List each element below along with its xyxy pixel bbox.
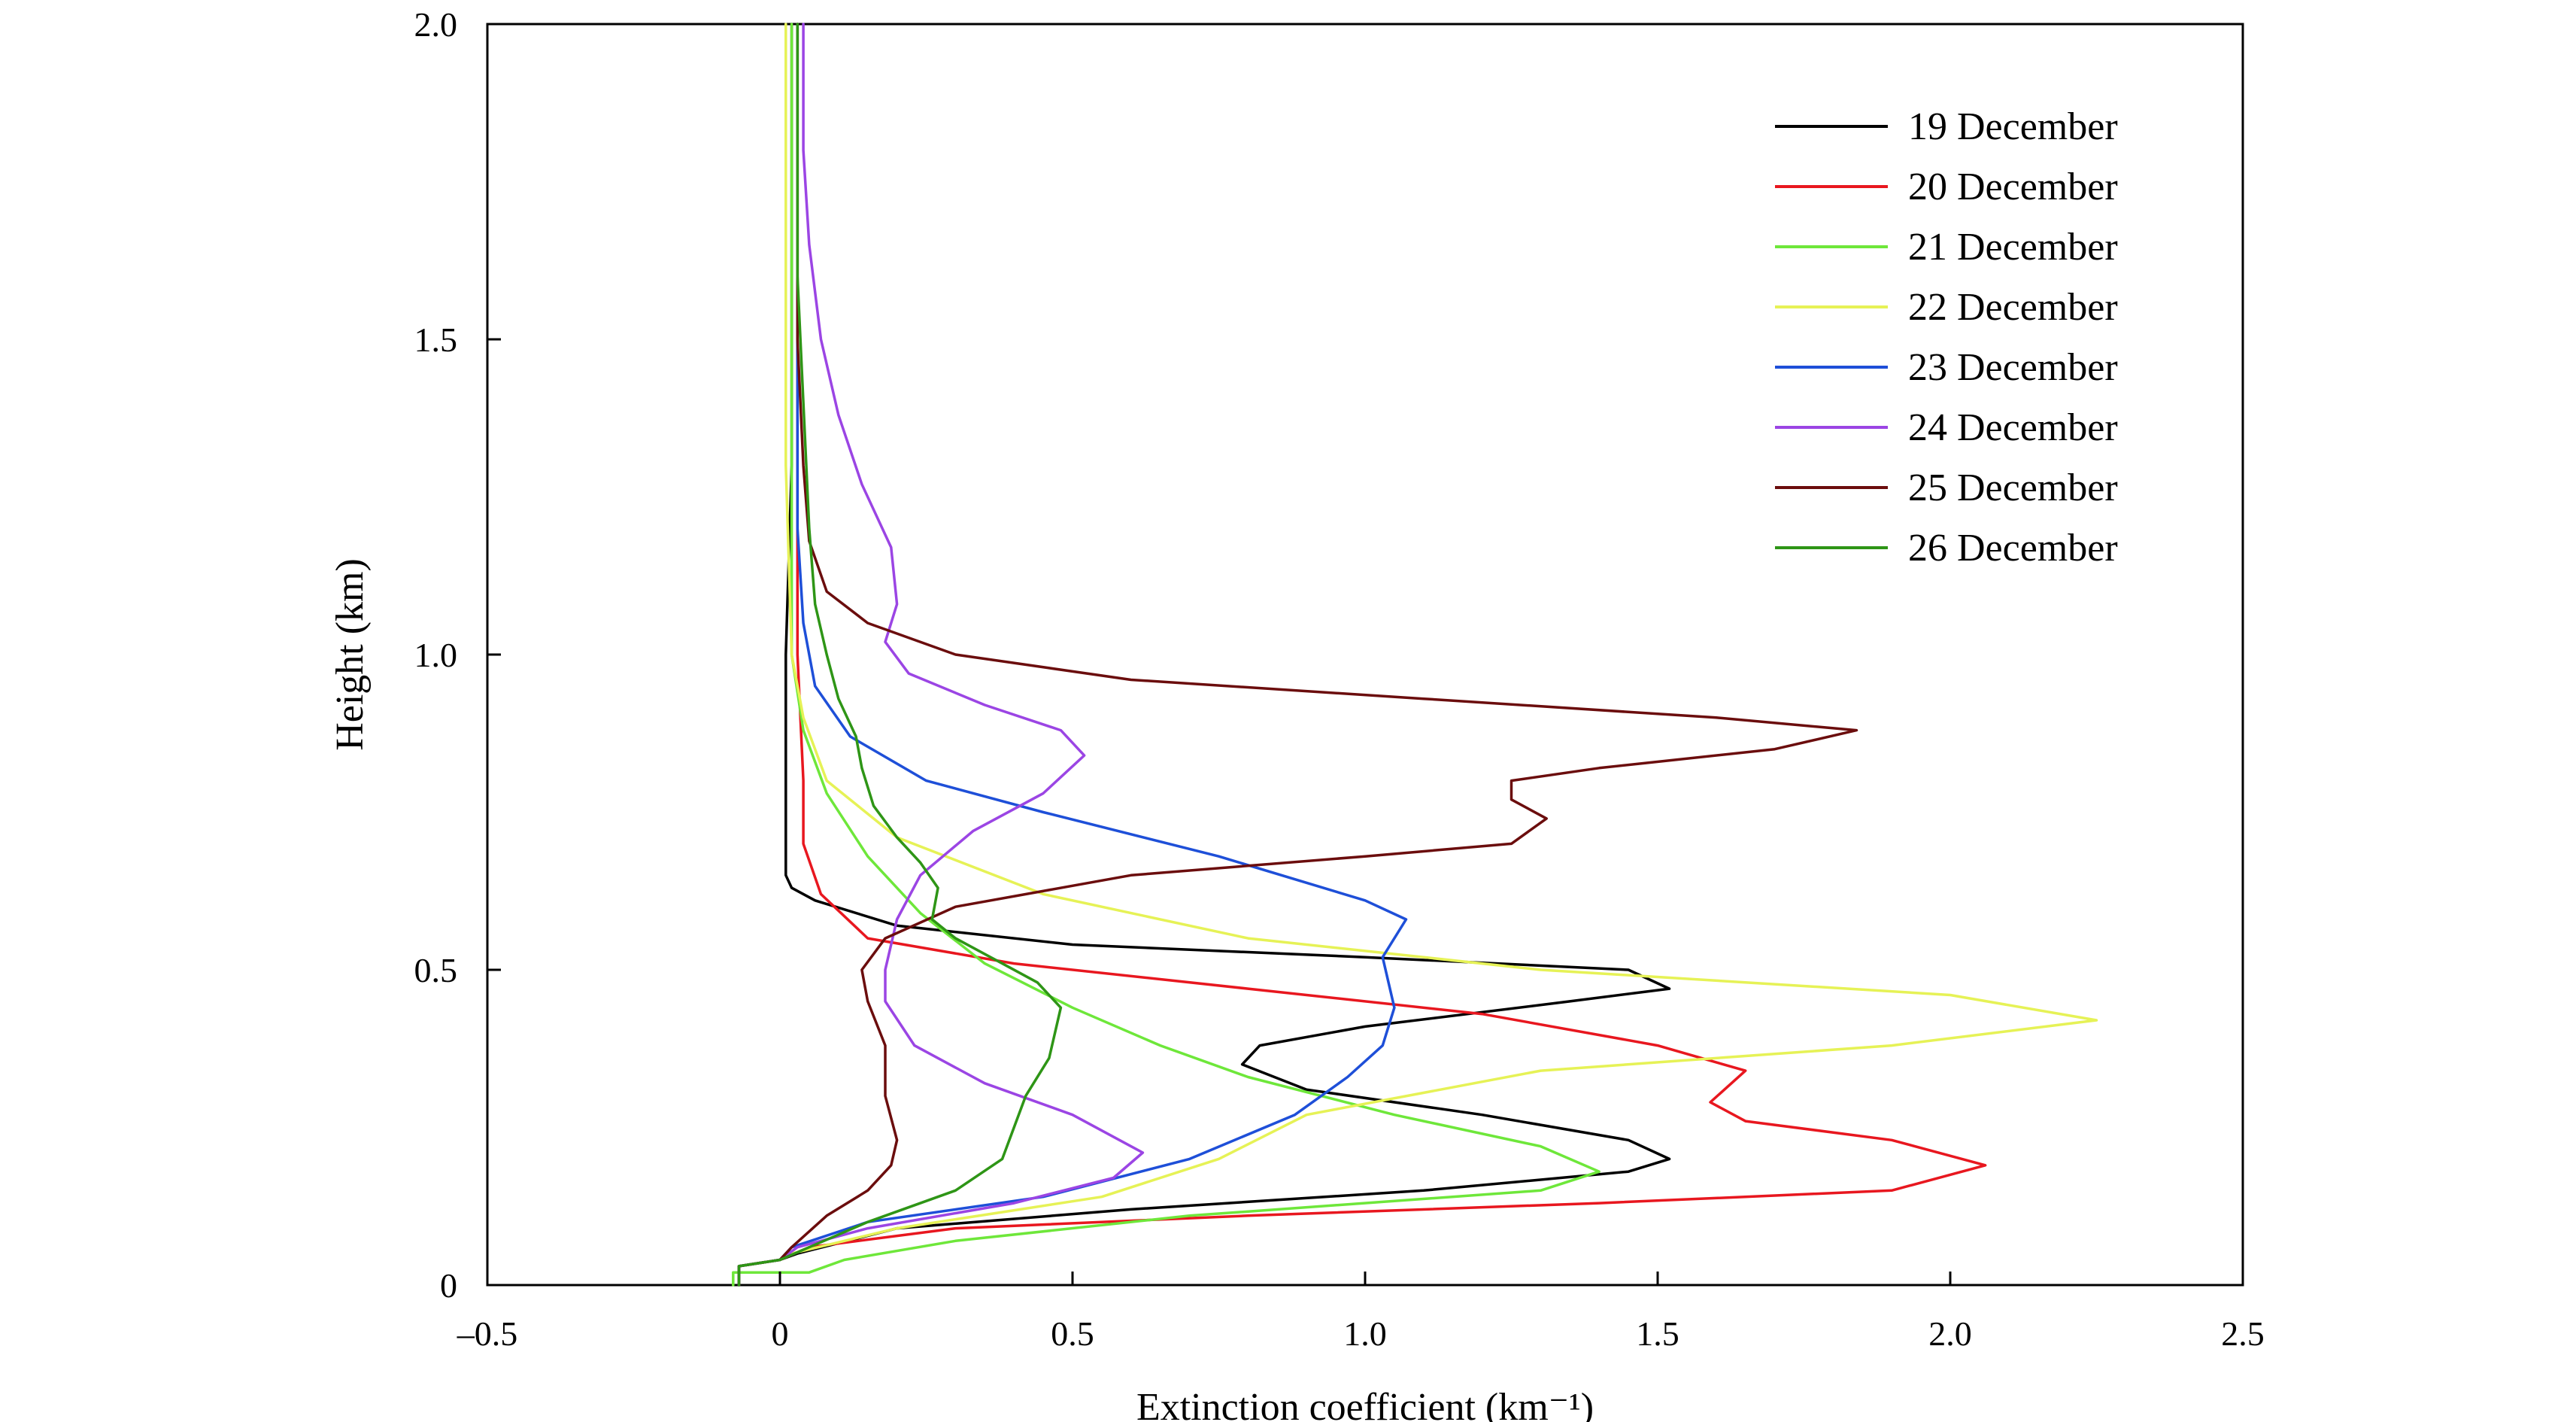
y-axis-label: Height (km) bbox=[329, 558, 372, 751]
x-tick-label: 1.0 bbox=[1343, 1314, 1387, 1353]
legend-label-6: 24 December bbox=[1908, 406, 2118, 449]
legend-label-4: 22 December bbox=[1908, 286, 2118, 329]
legend-label-1: 19 December bbox=[1908, 105, 2118, 148]
x-tick-label: 0 bbox=[772, 1314, 789, 1353]
legend-label-7: 25 December bbox=[1908, 466, 2118, 509]
series-line-4 bbox=[737, 23, 2098, 1287]
legend-label-2: 20 December bbox=[1908, 166, 2118, 208]
y-tick-label: 2.0 bbox=[414, 5, 458, 44]
x-tick-label: 0.5 bbox=[1051, 1314, 1094, 1353]
series-line-6 bbox=[737, 23, 1145, 1287]
x-tick-label: –0.5 bbox=[457, 1314, 518, 1353]
y-tick-label: 0 bbox=[440, 1266, 457, 1305]
series-line-1 bbox=[737, 23, 1671, 1287]
legend-label-3: 21 December bbox=[1908, 226, 2118, 269]
legend: 19 December 20 December 21 December 22 Dece… bbox=[1775, 105, 2118, 570]
legend-label-8: 26 December bbox=[1908, 527, 2118, 570]
plot-frame bbox=[486, 23, 2244, 1287]
x-tick-label: 1.5 bbox=[1636, 1314, 1679, 1353]
series-line-3 bbox=[732, 23, 1601, 1287]
series-line-2 bbox=[737, 23, 1987, 1287]
legend-label-5: 23 December bbox=[1908, 346, 2118, 389]
y-tick-label: 1.0 bbox=[414, 636, 458, 674]
x-tick-label: 2.5 bbox=[2221, 1314, 2265, 1353]
x-axis-label: Extinction coefficient (km⁻¹) bbox=[1136, 1386, 1594, 1422]
series-line-5 bbox=[737, 23, 1408, 1287]
x-tick-label: 2.0 bbox=[1928, 1314, 1972, 1353]
series-layer bbox=[732, 23, 2098, 1287]
series-line-8 bbox=[737, 23, 1063, 1287]
series-line-7 bbox=[737, 23, 1858, 1287]
x-axis: –0.5 0 0.5 1.0 1.5 2.0 2.5 bbox=[457, 1272, 2265, 1353]
y-tick-label: 0.5 bbox=[414, 951, 458, 989]
y-axis: 0 0.5 1.0 1.5 2.0 bbox=[414, 5, 501, 1305]
y-tick-label: 1.5 bbox=[414, 321, 458, 359]
